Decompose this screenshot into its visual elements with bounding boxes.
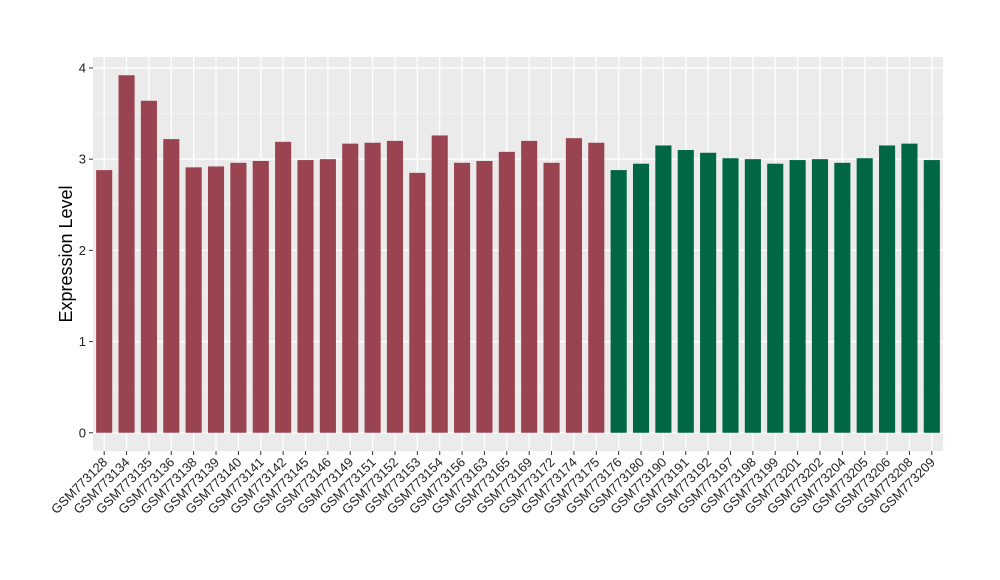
bar-gsm773154 (431, 135, 448, 433)
bar-gsm773205 (856, 158, 873, 433)
bar-gsm773208 (901, 143, 918, 433)
bar-gsm773176 (610, 170, 627, 433)
bar-gsm773199 (767, 163, 784, 433)
bar-gsm773136 (163, 139, 180, 433)
bar-gsm773190 (655, 145, 672, 433)
bar-gsm773135 (140, 100, 157, 433)
bar-gsm773145 (297, 160, 314, 433)
x-axis: GSM773128GSM773134GSM773135GSM773136GSM7… (48, 451, 938, 517)
bar-gsm773202 (811, 159, 829, 433)
bar-gsm773152 (386, 140, 404, 433)
bar-gsm773138 (185, 167, 202, 433)
bar-gsm773175 (588, 142, 605, 433)
y-axis: 0 1 2 3 4 (79, 60, 93, 440)
bar-gsm773141 (252, 160, 269, 433)
bar-gsm773139 (207, 166, 225, 433)
bar-gsm773192 (700, 152, 717, 433)
bar-gsm773146 (319, 159, 336, 433)
bar-gsm773201 (789, 160, 806, 433)
bar-gsm773172 (543, 162, 560, 433)
bar-gsm773151 (364, 142, 381, 433)
bar-gsm773140 (230, 162, 247, 433)
bar-gsm773149 (342, 143, 359, 433)
bars (96, 75, 940, 433)
bar-gsm773142 (275, 141, 292, 433)
bar-gsm773128 (96, 170, 113, 433)
y-tick-label: 2 (79, 243, 86, 258)
y-tick-label: 4 (79, 60, 86, 75)
bar-gsm773209 (923, 160, 940, 433)
y-tick-label: 3 (79, 152, 86, 167)
y-tick-label: 1 (79, 334, 86, 349)
bar-gsm773153 (409, 172, 426, 433)
bar-gsm773174 (565, 138, 582, 433)
y-tick-label: 0 (79, 425, 86, 440)
bar-gsm773163 (476, 160, 493, 433)
bar-gsm773169 (521, 140, 538, 433)
bar-gsm773191 (677, 150, 694, 433)
bar-gsm773165 (498, 151, 515, 433)
bar-gsm773206 (879, 145, 896, 433)
bar-gsm773180 (632, 163, 650, 433)
bar-gsm773156 (454, 162, 471, 433)
y-axis-title: Expression Level (56, 185, 76, 322)
bar-gsm773204 (834, 162, 851, 433)
bar-gsm773134 (118, 75, 135, 433)
bar-gsm773198 (744, 159, 761, 433)
bar-gsm773197 (722, 158, 739, 433)
